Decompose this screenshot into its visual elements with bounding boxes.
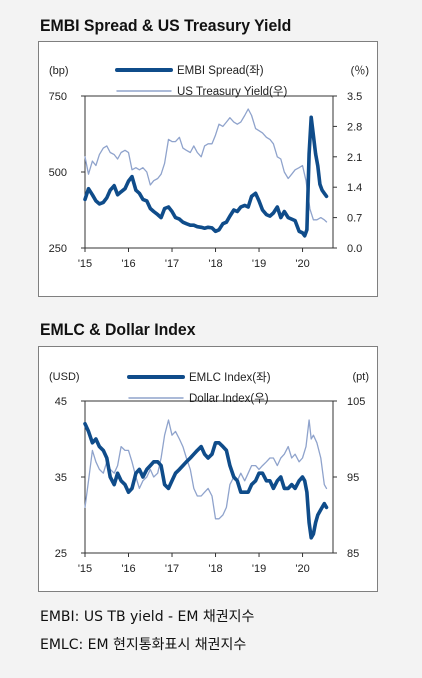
x-tick-label: '18 — [208, 563, 222, 575]
x-tick-label: '16 — [121, 563, 135, 575]
chart-1-title: EMBI Spread & US Treasury Yield — [40, 16, 292, 35]
x-tick-label: '20 — [295, 258, 309, 270]
left-tick-label: 750 — [49, 91, 67, 103]
legend-label: EMBI Spread(좌) — [177, 64, 264, 77]
right-axis-unit: (pt) — [353, 371, 370, 383]
right-tick-label: 3.5 — [347, 91, 362, 103]
x-tick-label: '19 — [252, 258, 266, 270]
left-axis-unit: (USD) — [49, 371, 80, 383]
chart-1-panel: (bp) (％) 750 500 250 3.5 2.8 2.1 1.4 0.7 0.0 '15 '16… — [38, 41, 378, 297]
legend-label: US Treasury Yield(우) — [177, 85, 287, 98]
x-tick-label: '16 — [121, 258, 135, 270]
left-tick-label: 250 — [49, 243, 67, 255]
series-line-secondary — [84, 419, 328, 520]
left-tick-label: 45 — [55, 396, 67, 408]
x-tick-label: '20 — [295, 563, 309, 575]
left-tick-label: 35 — [55, 472, 67, 484]
chart-1-svg: (bp) (％) 750 500 250 3.5 2.8 2.1 1.4 0.7 0.0 '15 '16… — [49, 64, 369, 270]
right-tick-label: 105 — [347, 396, 365, 408]
right-tick-label: 2.1 — [347, 152, 362, 164]
right-tick-label: 95 — [347, 472, 359, 484]
legend-label: Dollar Index(우) — [189, 392, 269, 405]
series-line-secondary — [84, 108, 328, 223]
left-tick-label: 25 — [55, 548, 67, 560]
right-axis-unit: (％) — [351, 65, 369, 77]
right-tick-label: 0.7 — [347, 213, 362, 225]
left-axis-unit: (bp) — [49, 65, 69, 77]
x-tick-label: '19 — [252, 563, 266, 575]
right-tick-label: 85 — [347, 548, 359, 560]
legend-label: EMLC Index(좌) — [189, 371, 271, 384]
x-tick-label: '17 — [165, 258, 179, 270]
chart-2-panel: (USD) (pt) 45 35 25 105 95 85 '15 '16 '17 '18 '19 '20… — [38, 346, 378, 592]
right-tick-label: 1.4 — [347, 182, 362, 194]
chart-2-title: EMLC & Dollar Index — [40, 320, 196, 339]
series-line-primary — [83, 422, 329, 540]
footnote-embi: EMBI: US TB yield - EM 채권지수 — [40, 609, 255, 625]
chart-2-svg: (USD) (pt) 45 35 25 105 95 85 '15 '16 '17 '18 '19 '20… — [49, 371, 370, 575]
right-tick-label: 2.8 — [347, 121, 362, 133]
x-tick-label: '18 — [208, 258, 222, 270]
right-tick-label: 0.0 — [347, 243, 362, 255]
x-tick-label: '17 — [165, 563, 179, 575]
left-tick-label: 500 — [49, 167, 67, 179]
plot-frame — [84, 400, 334, 554]
x-tick-label: '15 — [78, 563, 92, 575]
series-line-primary — [83, 115, 329, 238]
x-tick-label: '15 — [78, 258, 92, 270]
footnote-emlc: EMLC: EM 현지통화표시 채권지수 — [40, 637, 247, 653]
